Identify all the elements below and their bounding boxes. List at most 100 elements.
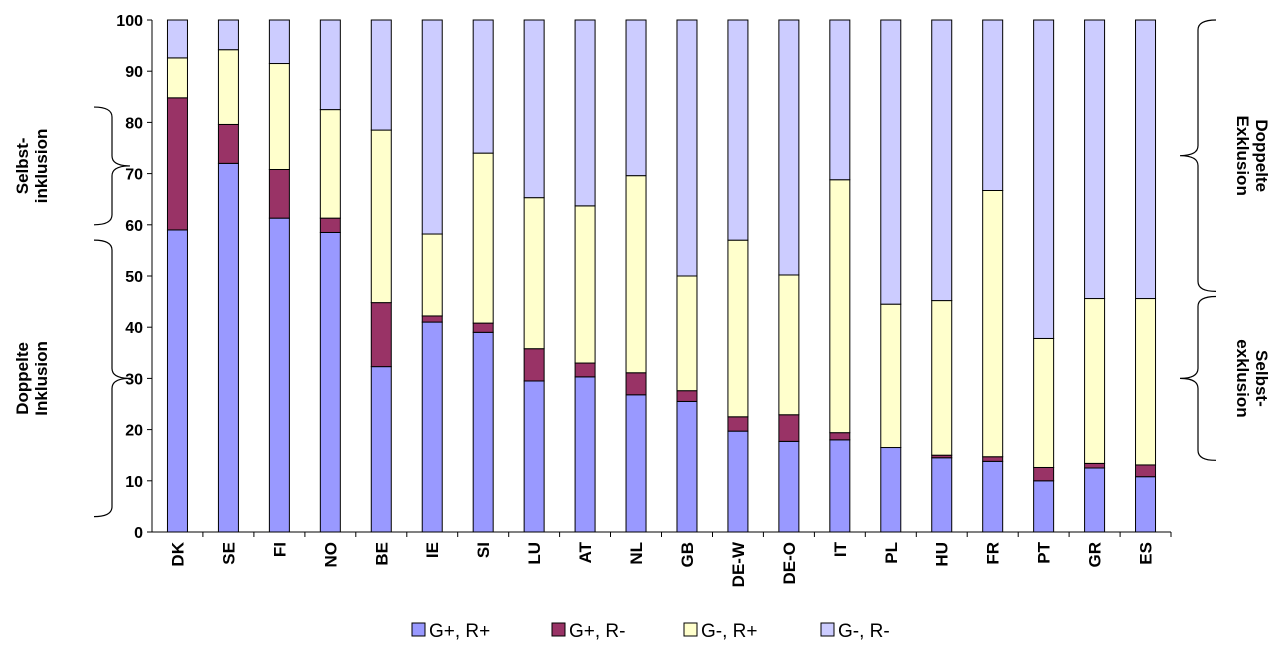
bar-IT-s2 [829, 179, 851, 434]
x-tick-label: GB [678, 542, 697, 568]
bar-GB-s0 [676, 400, 698, 533]
x-tick-label: AT [576, 541, 595, 563]
bar-FR-s2 [982, 190, 1004, 458]
right-brace-0 [1179, 19, 1217, 292]
bar-IE-s2 [421, 233, 443, 317]
bar-NO-s0 [319, 231, 341, 533]
bar-FI-s3 [268, 19, 290, 65]
bar-SE-s0 [217, 162, 239, 533]
bar-GB-s1 [676, 390, 698, 402]
bar-ES-s0 [1135, 476, 1157, 533]
bar-FR-s1 [982, 456, 1004, 462]
x-tick-label: SI [474, 542, 493, 558]
bar-NL-s3 [625, 19, 647, 177]
bar-NO-s3 [319, 19, 341, 111]
legend-swatch-2 [683, 622, 698, 637]
bar-SI-s3 [472, 19, 494, 154]
bar-IT-s0 [829, 439, 851, 533]
bar-PT-s3 [1033, 19, 1055, 339]
bar-DE-W-s2 [727, 239, 749, 418]
bar-HU-s3 [931, 19, 953, 302]
bar-PL-s3 [880, 19, 902, 305]
bar-AT-s0 [574, 376, 596, 533]
bar-DE-O-s0 [778, 440, 800, 533]
y-tick-label: 20 [125, 423, 143, 440]
bar-DK-s0 [166, 229, 188, 533]
bar-FI-s2 [268, 63, 290, 171]
bar-NL-s2 [625, 175, 647, 374]
bar-ES-s2 [1135, 298, 1157, 466]
bar-FR-s3 [982, 19, 1004, 191]
bar-BE-s0 [370, 366, 392, 533]
y-tick-label: 40 [125, 320, 143, 337]
y-tick-label: 0 [134, 525, 143, 542]
legend-swatch-3 [820, 622, 835, 637]
x-tick-label: SE [219, 542, 238, 565]
right-brace-1 [1179, 295, 1217, 461]
bar-IT-s3 [829, 19, 851, 181]
y-tick-label: 60 [125, 218, 143, 235]
bar-IE-s1 [421, 315, 443, 323]
y-tick-label: 10 [125, 474, 143, 491]
left-annotation-1-line1: Doppelte [13, 342, 32, 415]
x-tick-label: FR [984, 542, 1003, 565]
y-tick-label: 100 [116, 13, 143, 30]
legend: G+, R+ G+, R- G-, R+ G-, R- [411, 621, 890, 642]
legend-swatch-0 [411, 622, 426, 637]
x-tick-label: DK [169, 541, 188, 566]
bar-GB-s2 [676, 275, 698, 392]
legend-swatch-1 [551, 622, 566, 637]
x-tick-label: LU [525, 542, 544, 565]
bar-GR-s1 [1084, 462, 1106, 469]
axes: DK SE FI NO BE IE SI LU AT NL GB DE-W DE-O IT PL HU FR PT… [116, 13, 1172, 587]
legend-label-0: G+, R+ [429, 621, 490, 642]
bar-AT-s2 [574, 205, 596, 364]
bar-BE-s1 [370, 302, 392, 368]
bar-LU-s2 [523, 197, 545, 350]
bar-NL-s0 [625, 394, 647, 533]
right-annotation-1-line1: Selbst- [1252, 350, 1271, 407]
x-tick-label: DE-O [780, 542, 799, 585]
bar-LU-s0 [523, 380, 545, 533]
bar-SE-s1 [217, 123, 239, 164]
left-brace-0 [93, 106, 131, 226]
x-tick-label: DE-W [729, 541, 748, 587]
bar-NL-s1 [625, 372, 647, 396]
bar-ES-s1 [1135, 464, 1157, 478]
bar-IE-s0 [421, 321, 443, 533]
bar-DE-O-s2 [778, 274, 800, 416]
bar-NO-s2 [319, 109, 341, 219]
bar-IE-s3 [421, 19, 443, 235]
bar-SE-s3 [217, 19, 239, 51]
bar-IT-s1 [829, 432, 851, 441]
left-annotation-0-line2: inklusion [32, 129, 51, 204]
x-tick-label: IT [831, 541, 850, 557]
bar-NO-s1 [319, 217, 341, 233]
bar-BE-s2 [370, 129, 392, 304]
bar-GB-s3 [676, 19, 698, 277]
x-tick-label: NO [321, 542, 340, 568]
right-annotation-0-line2: Exklusion [1233, 116, 1252, 196]
bar-SI-s1 [472, 322, 494, 333]
x-tick-label: ES [1137, 542, 1156, 565]
x-tick-label: PL [882, 542, 901, 564]
bar-PT-s1 [1033, 466, 1055, 482]
x-tick-label: PT [1035, 541, 1054, 563]
bar-DK-s3 [166, 19, 188, 59]
y-tick-label: 90 [125, 64, 143, 81]
bar-AT-s1 [574, 362, 596, 378]
left-brace-1 [93, 239, 131, 518]
x-tick-label: BE [372, 542, 391, 566]
left-annotation-0-line1: Selbst- [13, 138, 32, 195]
right-annotation-1: Selbst-exklusion [1233, 339, 1271, 417]
legend-label-1: G+, R- [569, 621, 625, 642]
x-tick-label: FI [270, 542, 289, 557]
plot-area [166, 19, 1157, 533]
x-tick-label: HU [933, 542, 952, 567]
bar-SE-s2 [217, 49, 239, 125]
bar-AT-s3 [574, 19, 596, 207]
bar-GR-s3 [1084, 19, 1106, 300]
bar-SI-s2 [472, 152, 494, 324]
